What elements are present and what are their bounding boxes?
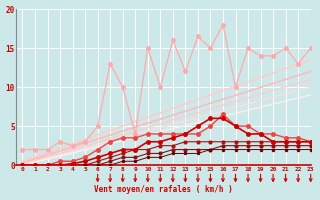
X-axis label: Vent moyen/en rafales ( km/h ): Vent moyen/en rafales ( km/h ) [94, 185, 233, 194]
